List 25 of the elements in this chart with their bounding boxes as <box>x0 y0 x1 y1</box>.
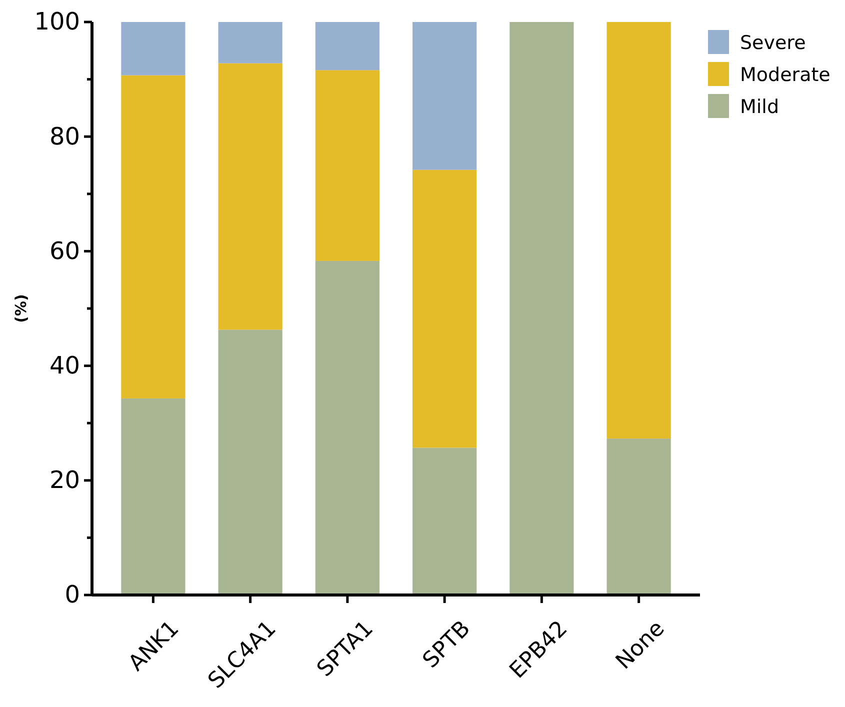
y-tick-label: 40 <box>49 351 80 380</box>
legend-label: Severe <box>740 32 806 54</box>
bar <box>218 63 282 330</box>
y-tick-label: 100 <box>34 8 80 36</box>
bar <box>218 22 282 64</box>
bar <box>412 448 477 595</box>
bar <box>412 22 477 170</box>
bar <box>606 438 671 595</box>
bar <box>315 260 380 595</box>
bar <box>315 22 380 70</box>
bar <box>121 75 186 398</box>
y-tick-label: 20 <box>49 466 80 494</box>
legend-label: Moderate <box>740 64 830 86</box>
bar <box>315 70 380 261</box>
bar <box>510 22 574 595</box>
bar <box>606 22 671 439</box>
y-tick-label: 60 <box>49 236 80 265</box>
y-tick-label: 0 <box>64 580 80 609</box>
y-tick-label: 80 <box>49 122 80 150</box>
legend-label: Mild <box>740 96 780 118</box>
bar <box>121 22 186 76</box>
bar <box>218 330 282 595</box>
y-axis-title: (%) <box>12 294 30 323</box>
bar <box>412 170 477 448</box>
bar <box>121 398 186 595</box>
